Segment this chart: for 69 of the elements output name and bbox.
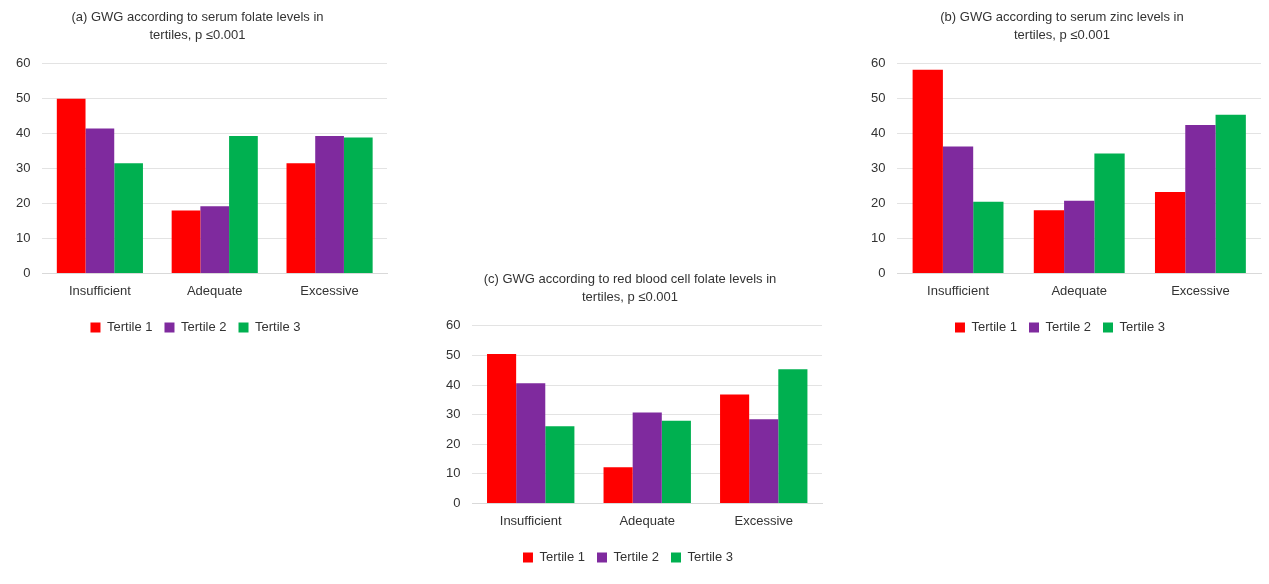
y-tick-label: 40 bbox=[870, 125, 886, 141]
y-tick-label: 30 bbox=[15, 160, 31, 176]
bar bbox=[200, 206, 230, 273]
legend-label: Tertile 3 bbox=[255, 319, 301, 335]
y-tick-label: 50 bbox=[445, 346, 461, 362]
y-tick-label: 60 bbox=[445, 317, 461, 333]
x-tick-label: Excessive bbox=[300, 282, 359, 298]
bar bbox=[229, 136, 258, 273]
x-tick-label: Adequate bbox=[1051, 282, 1108, 298]
y-tick-label: 40 bbox=[445, 376, 461, 392]
y-tick-label: 40 bbox=[15, 125, 31, 141]
x-tick-label: Insufficient bbox=[68, 282, 132, 298]
x-tick-label: Insufficient bbox=[927, 282, 990, 298]
bar bbox=[1215, 114, 1246, 273]
y-tick-label: 30 bbox=[870, 160, 886, 176]
bar bbox=[1064, 200, 1095, 273]
bar bbox=[516, 383, 546, 503]
legend-label: Tertile 2 bbox=[180, 319, 227, 335]
bar bbox=[1094, 153, 1125, 273]
y-tick-label: 10 bbox=[15, 230, 31, 246]
bar bbox=[720, 394, 750, 503]
y-tick-label: 60 bbox=[15, 55, 31, 71]
bar bbox=[545, 426, 575, 503]
bar bbox=[114, 163, 143, 273]
x-tick-label: Adequate bbox=[619, 512, 676, 528]
y-tick-label: 50 bbox=[870, 90, 886, 106]
bar bbox=[912, 69, 943, 273]
bar bbox=[171, 210, 201, 273]
legend-label: Tertile 3 bbox=[1119, 319, 1166, 335]
y-tick-label: 10 bbox=[870, 230, 886, 246]
bar bbox=[661, 420, 691, 503]
legend-label: Tertile 2 bbox=[613, 549, 660, 565]
y-tick-label: 20 bbox=[870, 195, 886, 211]
y-tick-label: 0 bbox=[23, 264, 31, 280]
x-tick-label: Insufficient bbox=[499, 512, 563, 528]
legend-label: Tertile 3 bbox=[687, 549, 734, 565]
bar bbox=[56, 98, 86, 273]
bar bbox=[973, 201, 1004, 273]
bar bbox=[632, 412, 662, 503]
bar bbox=[1185, 124, 1216, 273]
chart-title: (b) GWG according to serum zinc levels in tertiles, p ≤0.001 bbox=[939, 8, 1185, 44]
bar bbox=[315, 136, 344, 273]
y-tick-label: 0 bbox=[878, 264, 886, 280]
y-tick-label: 30 bbox=[445, 406, 461, 422]
y-tick-label: 0 bbox=[453, 494, 461, 510]
y-tick-label: 20 bbox=[15, 195, 31, 211]
bar bbox=[778, 369, 808, 503]
bar bbox=[749, 419, 779, 503]
bar bbox=[1033, 210, 1065, 273]
bar bbox=[942, 146, 974, 273]
x-tick-label: Excessive bbox=[1171, 282, 1230, 298]
legend-label: Tertile 1 bbox=[106, 319, 153, 335]
bar bbox=[85, 128, 115, 273]
chart-title: (a) GWG according to serum folate levels in tertiles, p ≤0.001 bbox=[70, 8, 325, 44]
y-tick-label: 50 bbox=[15, 90, 31, 106]
bar bbox=[1154, 192, 1186, 273]
x-tick-label: Excessive bbox=[734, 512, 794, 528]
chart-title: (c) GWG according to red blood cell folate levels in tertiles, p ≤0.001 bbox=[482, 270, 778, 306]
bar bbox=[286, 163, 316, 273]
y-tick-label: 60 bbox=[870, 55, 886, 71]
bar bbox=[603, 467, 633, 503]
y-tick-label: 20 bbox=[445, 435, 461, 451]
legend-label: Tertile 1 bbox=[971, 319, 1017, 335]
legend-label: Tertile 2 bbox=[1045, 319, 1092, 335]
bar bbox=[487, 353, 517, 503]
legend-label: Tertile 1 bbox=[539, 549, 585, 565]
bar bbox=[343, 137, 373, 273]
x-tick-label: Adequate bbox=[186, 282, 243, 298]
y-tick-label: 10 bbox=[445, 465, 461, 481]
